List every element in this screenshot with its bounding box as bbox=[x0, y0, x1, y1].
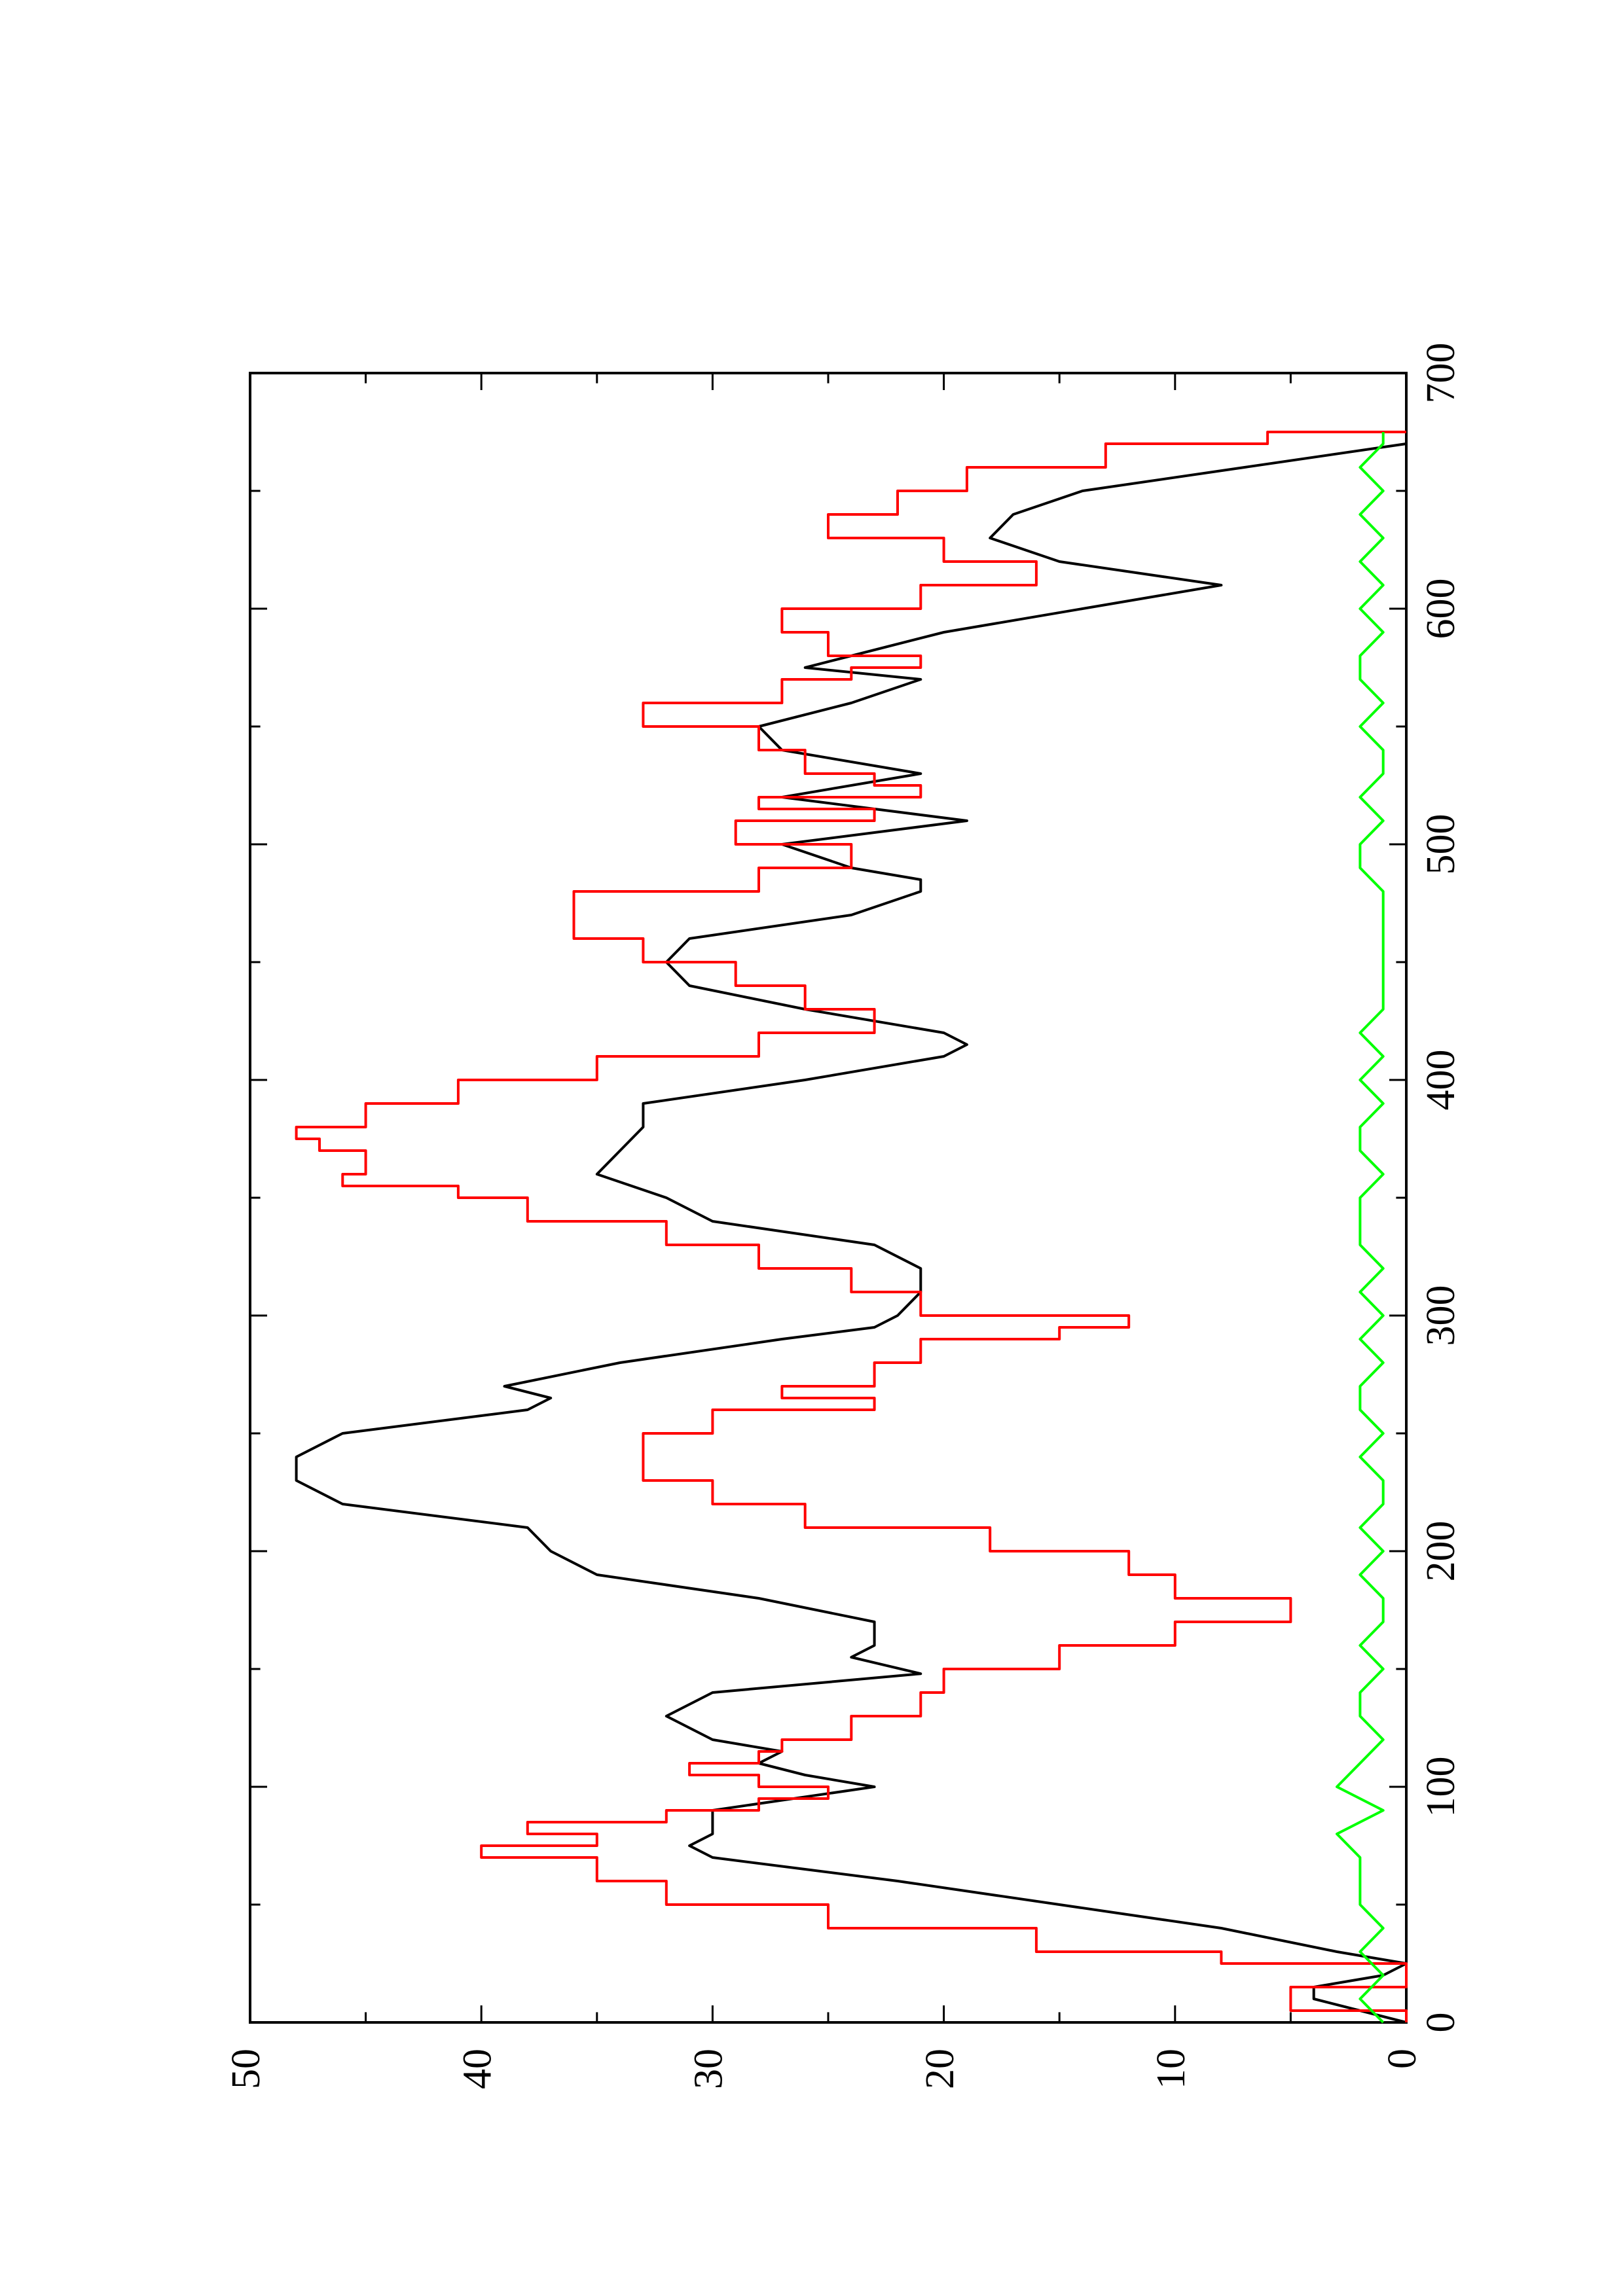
y-tick-label: 40 bbox=[455, 2049, 500, 2089]
y-tick-label: 30 bbox=[687, 2049, 731, 2089]
x-tick-label: 700 bbox=[1419, 343, 1463, 404]
x-tick-label: 100 bbox=[1419, 1757, 1463, 1818]
x-tick-label: 0 bbox=[1419, 2013, 1463, 2033]
plot-area: 0 100 200 300 400 500 600 700 0 10 20 30 40 50 bbox=[224, 343, 1463, 2090]
series-line-2 bbox=[295, 431, 1408, 2022]
x-tick-label: 400 bbox=[1419, 1050, 1463, 1111]
series-line-3 bbox=[1336, 432, 1385, 2024]
x-tick-label: 200 bbox=[1419, 1521, 1463, 1582]
y-tick-label: 10 bbox=[1149, 2049, 1194, 2089]
x-tick-label: 600 bbox=[1419, 579, 1463, 639]
plot-frame bbox=[249, 372, 1408, 2024]
x-tick-label: 300 bbox=[1419, 1285, 1463, 1346]
y-tick-label: 20 bbox=[918, 2049, 962, 2089]
y-tick-label: 0 bbox=[1380, 2049, 1425, 2069]
y-tick-label: 50 bbox=[224, 2049, 268, 2089]
x-tick-label: 500 bbox=[1419, 814, 1463, 875]
